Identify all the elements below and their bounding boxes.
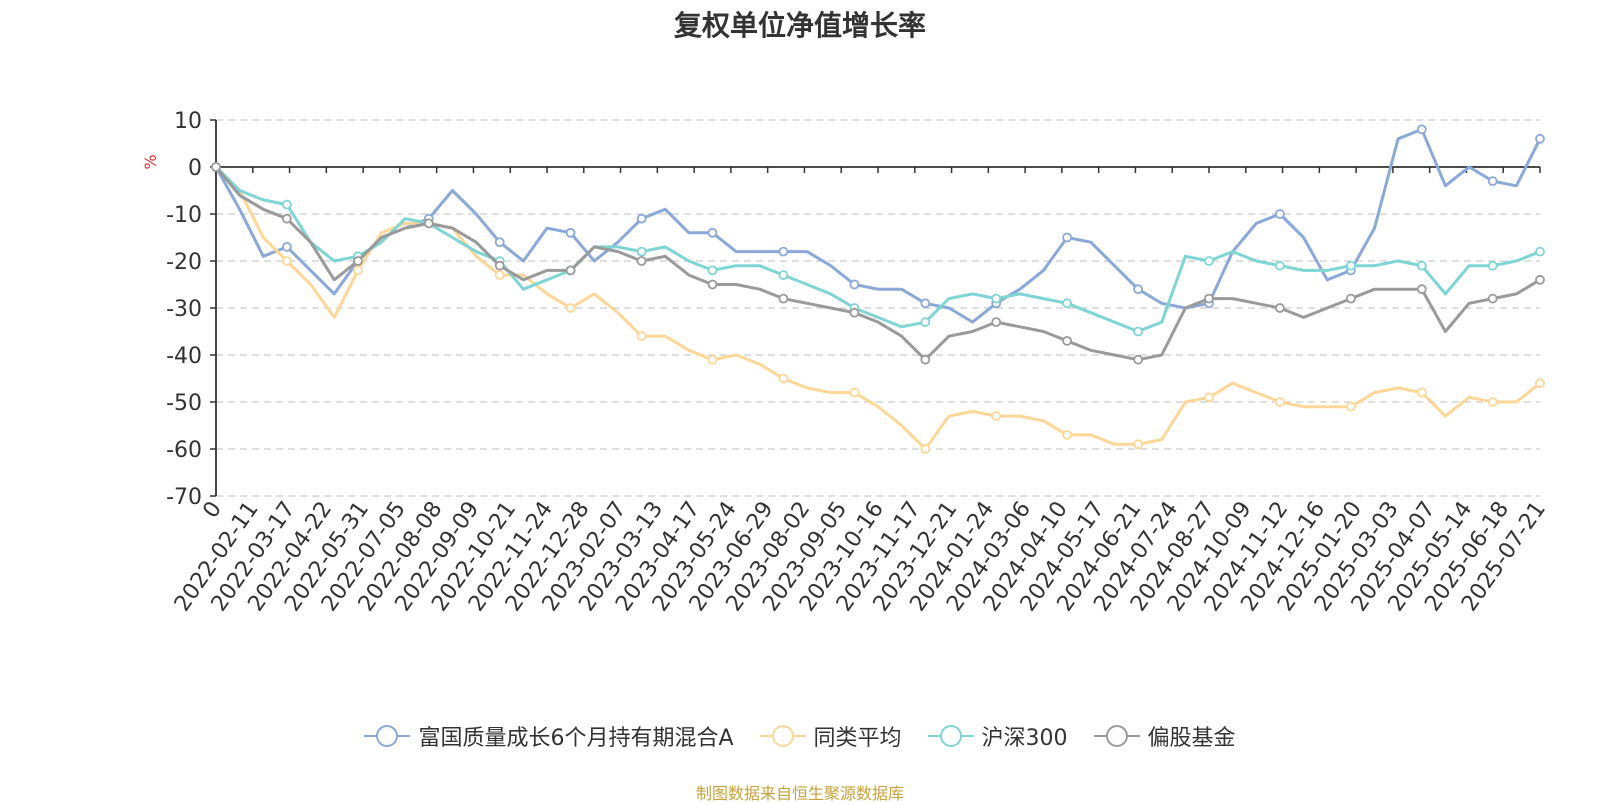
grid-layer (216, 119, 1540, 497)
data-point (352, 256, 363, 266)
legend-swatch (364, 725, 411, 747)
data-point (1346, 401, 1356, 412)
data-point (1275, 303, 1285, 313)
data-point (920, 354, 931, 365)
legend-swatch (927, 725, 974, 747)
data-point (991, 411, 1002, 422)
data-point (707, 265, 718, 276)
y-tick-label: -50 (166, 391, 202, 416)
data-point (707, 354, 718, 365)
data-point (1062, 298, 1072, 309)
data-point (707, 227, 718, 238)
data-point (352, 265, 363, 276)
data-point (1535, 133, 1545, 144)
y-tick-label: 0 (188, 156, 202, 181)
data-point (1133, 354, 1143, 365)
legend-swatch (1093, 725, 1140, 747)
series-line (214, 165, 1541, 333)
y-tick-label: 10 (174, 109, 202, 134)
data-point (778, 246, 789, 257)
data-point (636, 246, 647, 257)
data-point (1062, 232, 1072, 243)
data-point (1416, 284, 1427, 295)
data-point (849, 387, 860, 398)
data-point (636, 213, 647, 224)
y-tick-label: -40 (166, 344, 202, 369)
data-point (494, 270, 505, 281)
data-point (565, 227, 576, 238)
data-point (1133, 284, 1143, 295)
data-point (494, 260, 505, 271)
series-layer (211, 124, 1545, 454)
data-point (991, 317, 1002, 328)
data-point (1275, 209, 1285, 219)
y-tick-label: -30 (166, 297, 202, 322)
y-tick-label: -60 (166, 438, 202, 463)
legend-label: 富国质量成长6个月持有期混合A (418, 726, 734, 751)
data-point (1204, 256, 1214, 266)
y-axis-unit-label: % (141, 154, 160, 169)
data-point (1275, 260, 1285, 271)
y-tick-label: -20 (166, 250, 202, 275)
legend-swatch (759, 725, 806, 747)
chart-title: 复权单位净值增长率 (673, 9, 926, 42)
data-point (920, 317, 931, 328)
data-point (211, 162, 221, 172)
data-point (636, 256, 647, 266)
data-point (1204, 392, 1214, 403)
data-point (920, 444, 931, 454)
data-point (1416, 387, 1427, 398)
y-tick-label: -70 (166, 485, 202, 510)
data-point (778, 270, 789, 281)
source-note: 制图数据来自恒生聚源数据库 (695, 784, 904, 803)
legend-item[interactable]: 偏股基金 (1093, 720, 1236, 752)
legend-label: 同类平均 (813, 726, 902, 751)
data-point (991, 293, 1002, 304)
data-point (565, 265, 576, 276)
data-point (1416, 124, 1427, 135)
data-point (1275, 397, 1285, 407)
data-point (1346, 260, 1356, 271)
data-point (423, 218, 434, 229)
legend: 富国质量成长6个月持有期混合A 同类平均 沪深300 偏股基金 (0, 720, 1600, 752)
data-point (636, 331, 647, 342)
data-point (778, 293, 789, 304)
data-point (1487, 260, 1498, 271)
data-point (565, 303, 576, 313)
data-point (707, 279, 718, 290)
legend-item[interactable]: 沪深300 (927, 720, 1068, 752)
data-point (1346, 293, 1356, 304)
series-line (214, 127, 1542, 324)
data-point (494, 237, 505, 248)
data-point (1487, 176, 1498, 187)
legend-item[interactable]: 同类平均 (759, 720, 902, 752)
legend-label: 沪深300 (981, 726, 1068, 751)
data-point (1062, 429, 1072, 440)
series-line (214, 166, 1541, 362)
data-point (281, 213, 292, 224)
data-point (778, 373, 789, 384)
axis-layer: 100-10-20-30-40-50-60-7002022-02-112022-… (166, 109, 1551, 616)
data-point (1204, 293, 1214, 304)
data-point (1062, 335, 1072, 346)
data-point (281, 256, 292, 266)
data-point (849, 307, 860, 318)
data-point (1416, 260, 1427, 271)
data-point (1535, 246, 1545, 257)
data-point (849, 279, 860, 290)
legend-label: 偏股基金 (1147, 726, 1236, 751)
data-point (1535, 378, 1545, 389)
data-point (1133, 439, 1143, 450)
data-point (281, 241, 292, 252)
data-point (281, 199, 292, 210)
y-tick-label: -10 (166, 203, 202, 228)
x-tick-label: 0 (198, 497, 227, 523)
data-point (1487, 293, 1498, 304)
data-point (1535, 274, 1545, 285)
legend-item[interactable]: 富国质量成长6个月持有期混合A (364, 720, 734, 752)
data-point (1487, 397, 1498, 407)
data-point (920, 298, 931, 309)
data-point (1133, 326, 1143, 337)
